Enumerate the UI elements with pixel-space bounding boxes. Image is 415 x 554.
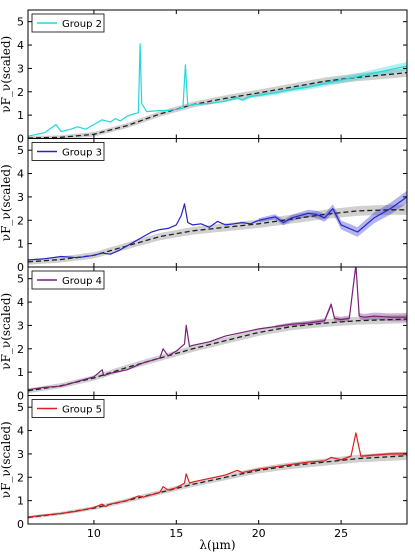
- y-tick-label: 0: [17, 133, 24, 146]
- y-tick-label: 2: [17, 471, 24, 484]
- series-line: [28, 432, 407, 518]
- legend-box: [31, 270, 105, 290]
- plot-area: [28, 432, 407, 519]
- y-tick-label: 3: [17, 191, 24, 204]
- y-tick-label: 1: [17, 366, 24, 379]
- y-tick-label: 3: [17, 62, 24, 75]
- model-line: [28, 318, 407, 392]
- x-tick-label: 20: [252, 527, 266, 540]
- y-tick-label: 0: [17, 390, 24, 403]
- y-tick-label: 5: [17, 16, 24, 29]
- panel-group-3: 0 1 2 3 4 5 νF_ν(scaled) Group 3: [0, 138, 408, 274]
- series-line: [28, 267, 407, 391]
- y-tick-label: 2: [17, 86, 24, 99]
- y-tick-label: 1: [17, 495, 24, 508]
- legend-label: Group 4: [62, 276, 102, 287]
- x-tick-label: 10: [87, 527, 101, 540]
- y-tick-label: 0: [17, 518, 24, 531]
- model-band: [28, 451, 407, 519]
- y-tick-label: 2: [17, 214, 24, 227]
- series-line: [28, 43, 407, 137]
- y-axis-label: νF_ν(scaled): [0, 421, 13, 498]
- y-tick-label: 0: [17, 261, 24, 274]
- x-axis-label: λ(μm): [199, 538, 235, 552]
- plot-area: [28, 267, 407, 394]
- y-tick-label: 4: [17, 296, 24, 309]
- y-axis-label: νF_ν(scaled): [0, 36, 13, 113]
- y-tick-label: 4: [17, 425, 24, 438]
- legend-box: [31, 13, 105, 33]
- series-band: [275, 267, 407, 328]
- panel-frame: [27, 395, 408, 525]
- legend-label: Group 5: [62, 405, 102, 416]
- series-band: [258, 190, 407, 237]
- y-tick-label: 2: [17, 343, 24, 356]
- legend-label: Group 2: [62, 19, 102, 30]
- y-tick-label: 5: [17, 144, 24, 157]
- panel-group-4: 0 1 2 3 4 5 νF_ν(scaled) Group 4: [0, 266, 408, 403]
- x-tick-label: 25: [334, 527, 348, 540]
- series-band: [225, 61, 407, 103]
- panel-group-2: 0 1 2 3 4 5 νF_ν(scaled) Group 2: [0, 9, 408, 146]
- y-tick-label: 3: [17, 319, 24, 332]
- legend-box: [31, 142, 105, 161]
- y-tick-label: 5: [17, 273, 24, 286]
- model-band: [28, 314, 407, 394]
- y-tick-label: 4: [17, 39, 24, 52]
- y-tick-label: 4: [17, 168, 24, 181]
- x-tick-label: 15: [169, 527, 183, 540]
- y-tick-label: 5: [17, 401, 24, 414]
- y-tick-label: 1: [17, 109, 24, 122]
- legend-box: [31, 399, 105, 418]
- model-line: [28, 71, 407, 139]
- legend-label: Group 3: [62, 148, 102, 159]
- model-band: [28, 204, 407, 265]
- panel-group-5: 0 1 2 3 4 5 10 15 20 25 νF_ν(scaled) Group 5 λ(μm): [0, 395, 408, 552]
- y-axis-label: νF_ν(scaled): [0, 164, 13, 241]
- series-line: [28, 196, 407, 261]
- y-tick-label: 1: [17, 238, 24, 251]
- plot-area: [28, 43, 407, 139]
- plot-area: [28, 190, 407, 265]
- y-tick-label: 3: [17, 448, 24, 461]
- y-axis-label: νF_ν(scaled): [0, 293, 13, 370]
